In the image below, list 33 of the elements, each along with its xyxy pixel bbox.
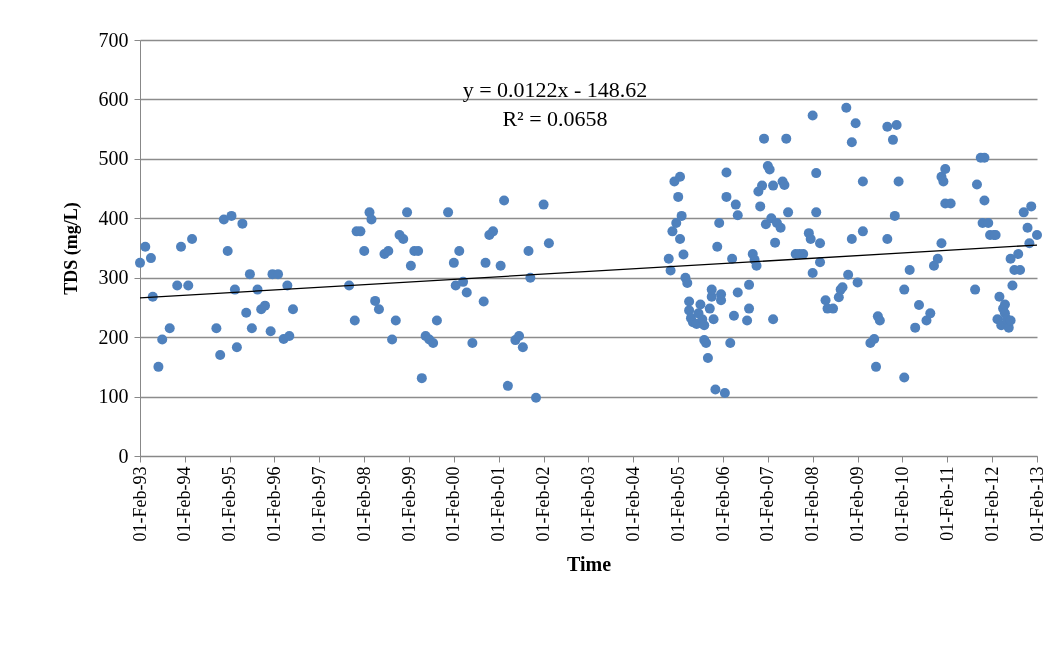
x-tick-label: 01-Feb-11 [936, 466, 957, 541]
x-tick-label: 01-Feb-02 [533, 466, 554, 542]
y-tick-label: 0 [118, 444, 129, 467]
x-tick-label: 01-Feb-98 [353, 466, 374, 542]
y-axis-title: TDS (mg/L) [60, 202, 82, 295]
x-tick-label: 01-Feb-03 [577, 466, 598, 542]
x-tick-label: 01-Feb-94 [174, 466, 195, 542]
x-tick-label: 01-Feb-00 [443, 466, 464, 542]
x-tick-label: 01-Feb-01 [488, 466, 509, 542]
y-tick-label: 500 [98, 147, 129, 170]
y-tick-label: 100 [98, 385, 129, 408]
x-axis-title: Time [566, 553, 612, 576]
y-tick-label: 300 [98, 266, 129, 289]
x-tick-label: 01-Feb-96 [263, 466, 284, 542]
annotation: R² = 0.0658 [502, 106, 608, 131]
x-tick-label: 01-Feb-95 [219, 466, 240, 542]
x-tick-label: 01-Feb-12 [981, 466, 1002, 542]
y-tick-label: 600 [98, 87, 129, 110]
x-tick-label: 01-Feb-06 [712, 466, 733, 542]
y-tick-label: 700 [98, 28, 129, 51]
x-tick-label: 01-Feb-09 [847, 466, 868, 542]
y-tick-label: 400 [98, 206, 129, 229]
x-tick-label: 01-Feb-05 [667, 466, 688, 542]
y-tick-label: 200 [98, 325, 129, 348]
annotation: y = 0.0122x - 148.62 [462, 77, 648, 102]
x-tick-label: 01-Feb-08 [802, 466, 823, 542]
x-tick-label: 01-Feb-10 [891, 466, 912, 542]
x-tick-label: 01-Feb-13 [1026, 466, 1047, 542]
x-tick-label: 01-Feb-93 [129, 466, 150, 542]
x-tick-label: 01-Feb-99 [398, 466, 419, 542]
x-tick-label: 01-Feb-97 [308, 466, 329, 542]
x-tick-label: 01-Feb-07 [757, 466, 778, 542]
x-tick-label: 01-Feb-04 [622, 466, 643, 542]
